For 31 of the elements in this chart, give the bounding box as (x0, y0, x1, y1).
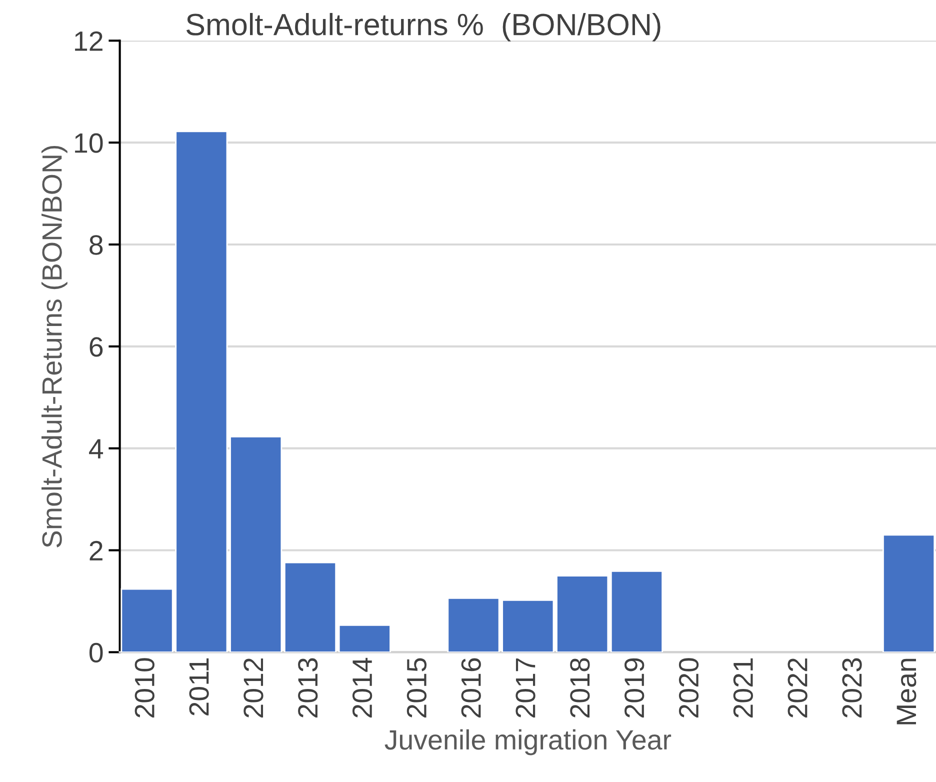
bar (284, 562, 337, 652)
y-tick-label: 2 (90, 540, 102, 560)
y-tick-label: 10 (75, 133, 103, 153)
bar (230, 436, 282, 652)
bar (338, 624, 391, 652)
y-tick-label: 8 (90, 235, 103, 255)
y-tick-label: 0 (89, 642, 103, 663)
x-tick-label: 2015 (406, 658, 427, 718)
x-tick-label: 2013 (298, 658, 318, 718)
x-tick-label: 2021 (733, 658, 754, 718)
x-tick-label: 2016 (461, 658, 481, 718)
x-tick-label: 2017 (516, 658, 536, 718)
bar (610, 570, 663, 652)
chart-title: Smolt-Adult-returns % (BON/BON) (186, 12, 660, 42)
x-tick-label: 2023 (842, 658, 862, 718)
x-axis-title: Juvenile migration Year (384, 729, 672, 756)
x-tick-label: 2014 (352, 658, 372, 718)
x-tick-label: 2010 (134, 658, 154, 718)
x-tick-label: 2018 (570, 658, 590, 718)
x-tick-label: 2019 (624, 658, 644, 718)
y-axis-title: Smolt-Adult-Returns (BON/BON) (41, 146, 68, 548)
y-tick-label: 4 (89, 439, 104, 458)
x-tick-label: 2011 (189, 658, 209, 716)
x-tick-label: 2012 (244, 658, 264, 718)
x-tick-label: 2020 (678, 658, 699, 718)
x-tick-label: Mean (896, 658, 916, 724)
y-tick-label: 6 (90, 337, 103, 357)
bar (556, 575, 609, 652)
bar (882, 534, 936, 652)
y-tick-label: 12 (75, 31, 102, 51)
x-tick-label: 2022 (788, 658, 808, 718)
